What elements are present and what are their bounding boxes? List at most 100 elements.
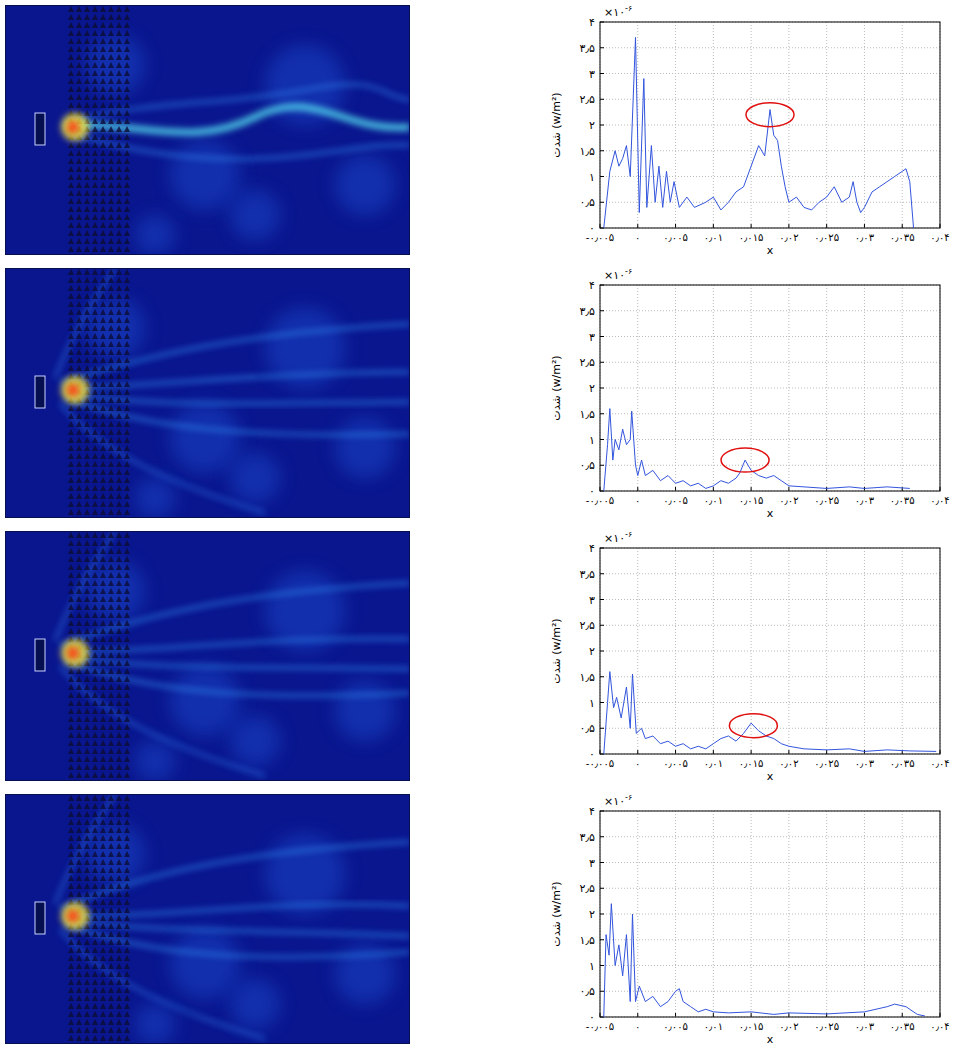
lattice-rod (92, 317, 98, 323)
lattice-rod (108, 899, 114, 905)
lattice-rod (100, 437, 106, 443)
lattice-rod (84, 54, 90, 60)
lattice-rod (124, 1019, 130, 1025)
lattice-rod (108, 22, 114, 28)
grid-line (600, 991, 940, 992)
lattice-rod (76, 437, 82, 443)
lattice-rod (84, 341, 90, 347)
lattice-rod (116, 1035, 122, 1041)
lattice-rod (124, 636, 130, 642)
lattice-rod (124, 827, 130, 833)
lattice-rod (124, 309, 130, 315)
lattice-rod (108, 94, 114, 100)
lattice-rod (124, 628, 130, 634)
lattice-rod (76, 182, 82, 188)
grid-line (600, 599, 940, 600)
lattice-rod (124, 126, 130, 132)
lattice-rod (116, 405, 122, 411)
lattice-rod (124, 867, 130, 873)
lattice-rod (92, 556, 98, 562)
lattice-rod (68, 604, 74, 610)
y-tick-label: ۴ (589, 805, 595, 818)
lattice-rod (116, 676, 122, 682)
figure: -۰٫۰۰۵۰۰٫۰۰۵۰٫۰۱۰٫۰۱۵۰٫۰۲۰٫۰۲۵۰٫۰۳۰٫۰۳۵۰… (0, 0, 972, 1052)
lattice-rod (76, 413, 82, 419)
lattice-rod (84, 445, 90, 451)
x-tick-label: ۰٫۰۳۵ (890, 758, 915, 769)
lattice-rod (116, 421, 122, 427)
lattice-rod (76, 158, 82, 164)
lattice-rod (92, 381, 98, 387)
lattice-rod (92, 190, 98, 196)
lattice-rod (124, 811, 130, 817)
lattice-rod (100, 150, 106, 156)
y-multiplier-exponent: -۶ (625, 267, 632, 276)
field-hotspot (61, 639, 89, 667)
lattice-rod (76, 803, 82, 809)
lattice-rod (84, 859, 90, 865)
lattice-rod (84, 684, 90, 690)
lattice-rod (108, 684, 114, 690)
field-streak (65, 919, 410, 936)
tick (675, 487, 676, 491)
lattice-rod (92, 150, 98, 156)
lattice-rod (84, 708, 90, 714)
lattice-rod (116, 174, 122, 180)
lattice-rod (100, 142, 106, 148)
lattice-rod (116, 612, 122, 618)
y-tick-label: ۲٫۵ (580, 356, 595, 369)
tick (600, 676, 604, 677)
y-tick-label: ۲ (589, 908, 595, 921)
y-tick-label: ۳ (589, 68, 595, 81)
lattice-rod (76, 102, 82, 108)
lattice-rod (76, 1003, 82, 1009)
lattice-rod (76, 684, 82, 690)
tick (600, 914, 604, 915)
lattice-rod (116, 548, 122, 554)
lattice-rod (68, 405, 74, 411)
lattice-rod (108, 724, 114, 730)
grid-line (600, 676, 940, 677)
lattice-rod (116, 493, 122, 499)
lattice-rod (100, 206, 106, 212)
lattice-rod (84, 532, 90, 538)
lattice-rod (92, 548, 98, 554)
y-multiplier-base: ×۱۰ (604, 532, 625, 545)
lattice-rod (116, 907, 122, 913)
lattice-rod (76, 70, 82, 76)
tick (637, 750, 638, 754)
lattice-rod (108, 238, 114, 244)
lattice-rod (68, 46, 74, 52)
lattice-rod (76, 811, 82, 817)
lattice-rod (124, 413, 130, 419)
lattice-rod (100, 501, 106, 507)
lattice-rod (92, 277, 98, 283)
lattice-rod (100, 46, 106, 52)
lattice-rod (68, 166, 74, 172)
grid-line (600, 362, 940, 363)
tick (788, 487, 789, 491)
lattice-rod (92, 827, 98, 833)
y-tick-label: ۲٫۵ (580, 882, 595, 895)
lattice-rod (124, 246, 130, 252)
lattice-rod (84, 6, 90, 12)
lattice-rod (92, 285, 98, 291)
lattice-rod (68, 939, 74, 945)
lattice-rod (68, 333, 74, 339)
lattice-rod (84, 843, 90, 849)
lattice-rod (76, 748, 82, 754)
lattice-rod (116, 509, 122, 515)
lattice-rod (92, 772, 98, 778)
field-hotspot (67, 910, 79, 922)
tick (751, 1013, 752, 1017)
lattice-rod (92, 979, 98, 985)
lattice-rod (108, 580, 114, 586)
field-glow (335, 418, 395, 478)
lattice-rod (124, 150, 130, 156)
lattice-rod (68, 596, 74, 602)
grid-line (600, 125, 940, 126)
lattice-rod (68, 851, 74, 857)
tick (600, 991, 604, 992)
lattice-rod (84, 166, 90, 172)
lattice-rod (84, 764, 90, 770)
